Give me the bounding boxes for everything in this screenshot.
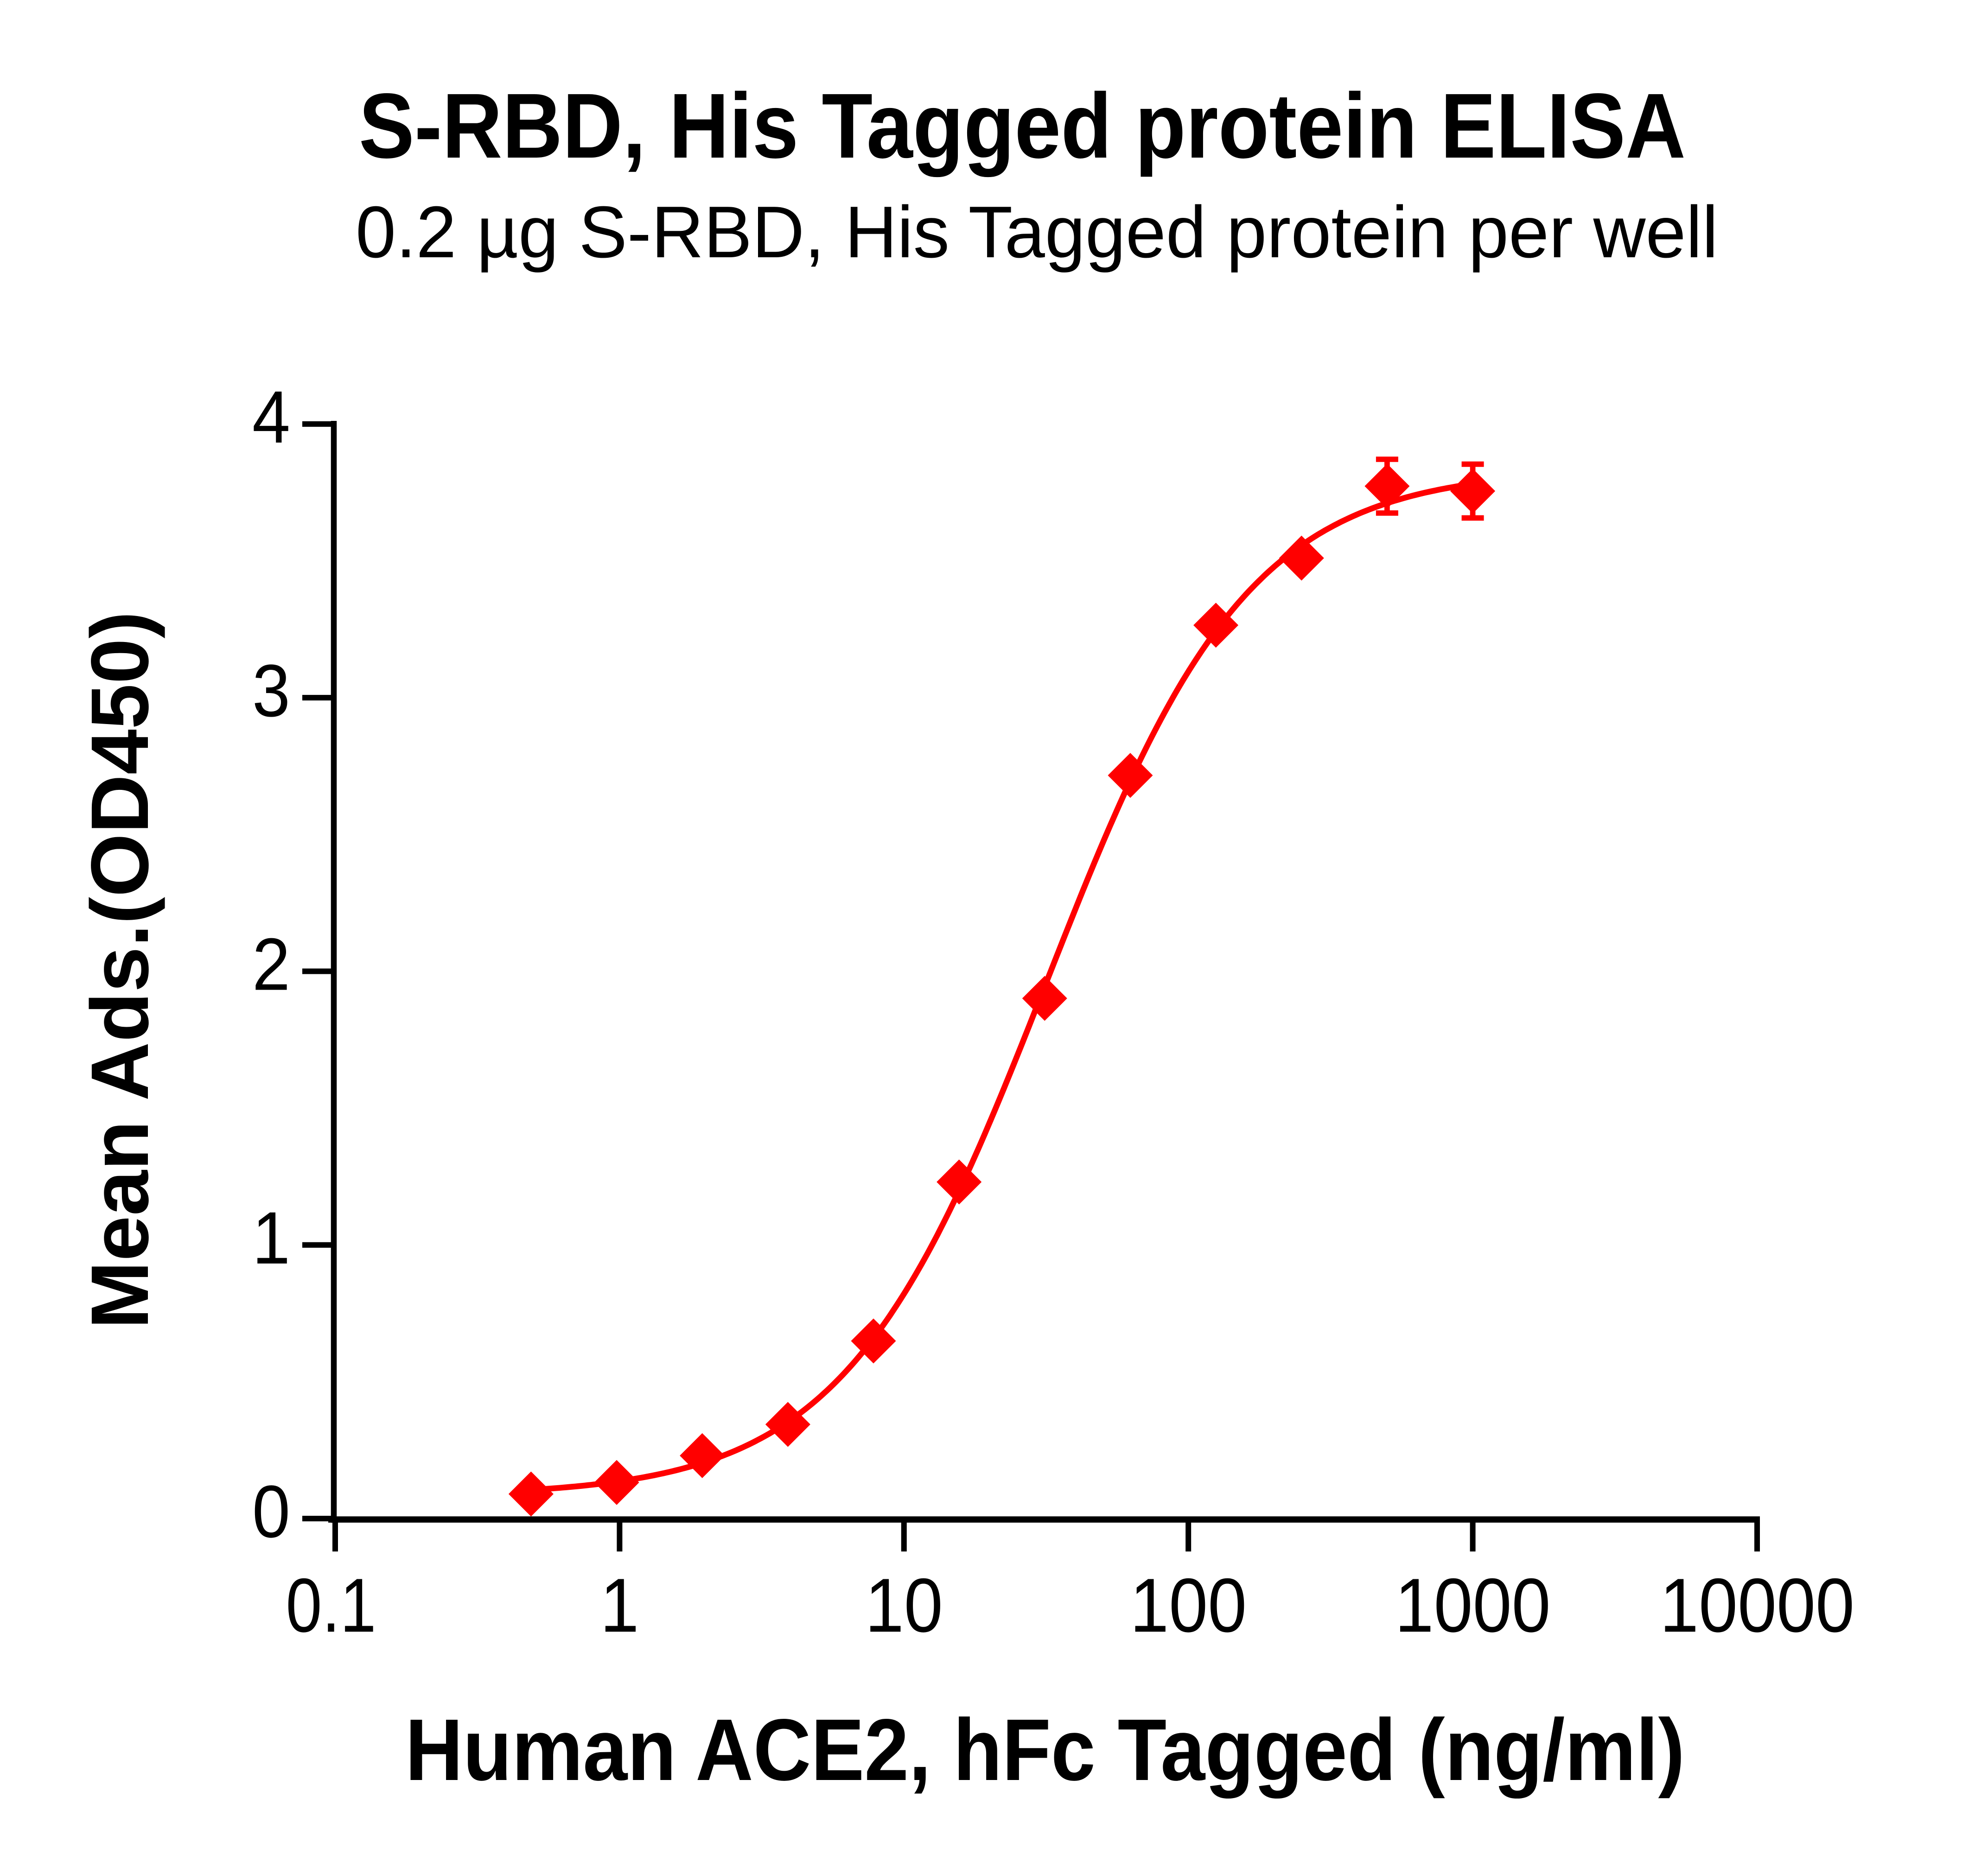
svg-text:0: 0 — [252, 1470, 290, 1553]
svg-text:100: 100 — [1130, 1563, 1247, 1648]
svg-text:10000: 10000 — [1660, 1563, 1854, 1648]
svg-text:0.2 µg S-RBD, His Tagged prote: 0.2 µg S-RBD, His Tagged protein per wel… — [356, 191, 1718, 273]
svg-text:10: 10 — [865, 1563, 943, 1648]
svg-text:1000: 1000 — [1395, 1563, 1551, 1648]
svg-text:3: 3 — [252, 649, 290, 732]
svg-text:Mean Ads.(OD450): Mean Ads.(OD450) — [75, 611, 166, 1329]
svg-text:2: 2 — [252, 922, 290, 1005]
svg-text:0.1: 0.1 — [286, 1563, 376, 1648]
svg-text:1: 1 — [252, 1196, 290, 1279]
svg-text:Human ACE2, hFc Tagged (ng/ml): Human ACE2, hFc Tagged (ng/ml) — [405, 1701, 1685, 1799]
svg-text:S-RBD, His Tagged protein ELIS: S-RBD, His Tagged protein ELISA — [359, 75, 1686, 178]
svg-text:4: 4 — [252, 375, 290, 458]
svg-text:1: 1 — [600, 1563, 639, 1648]
